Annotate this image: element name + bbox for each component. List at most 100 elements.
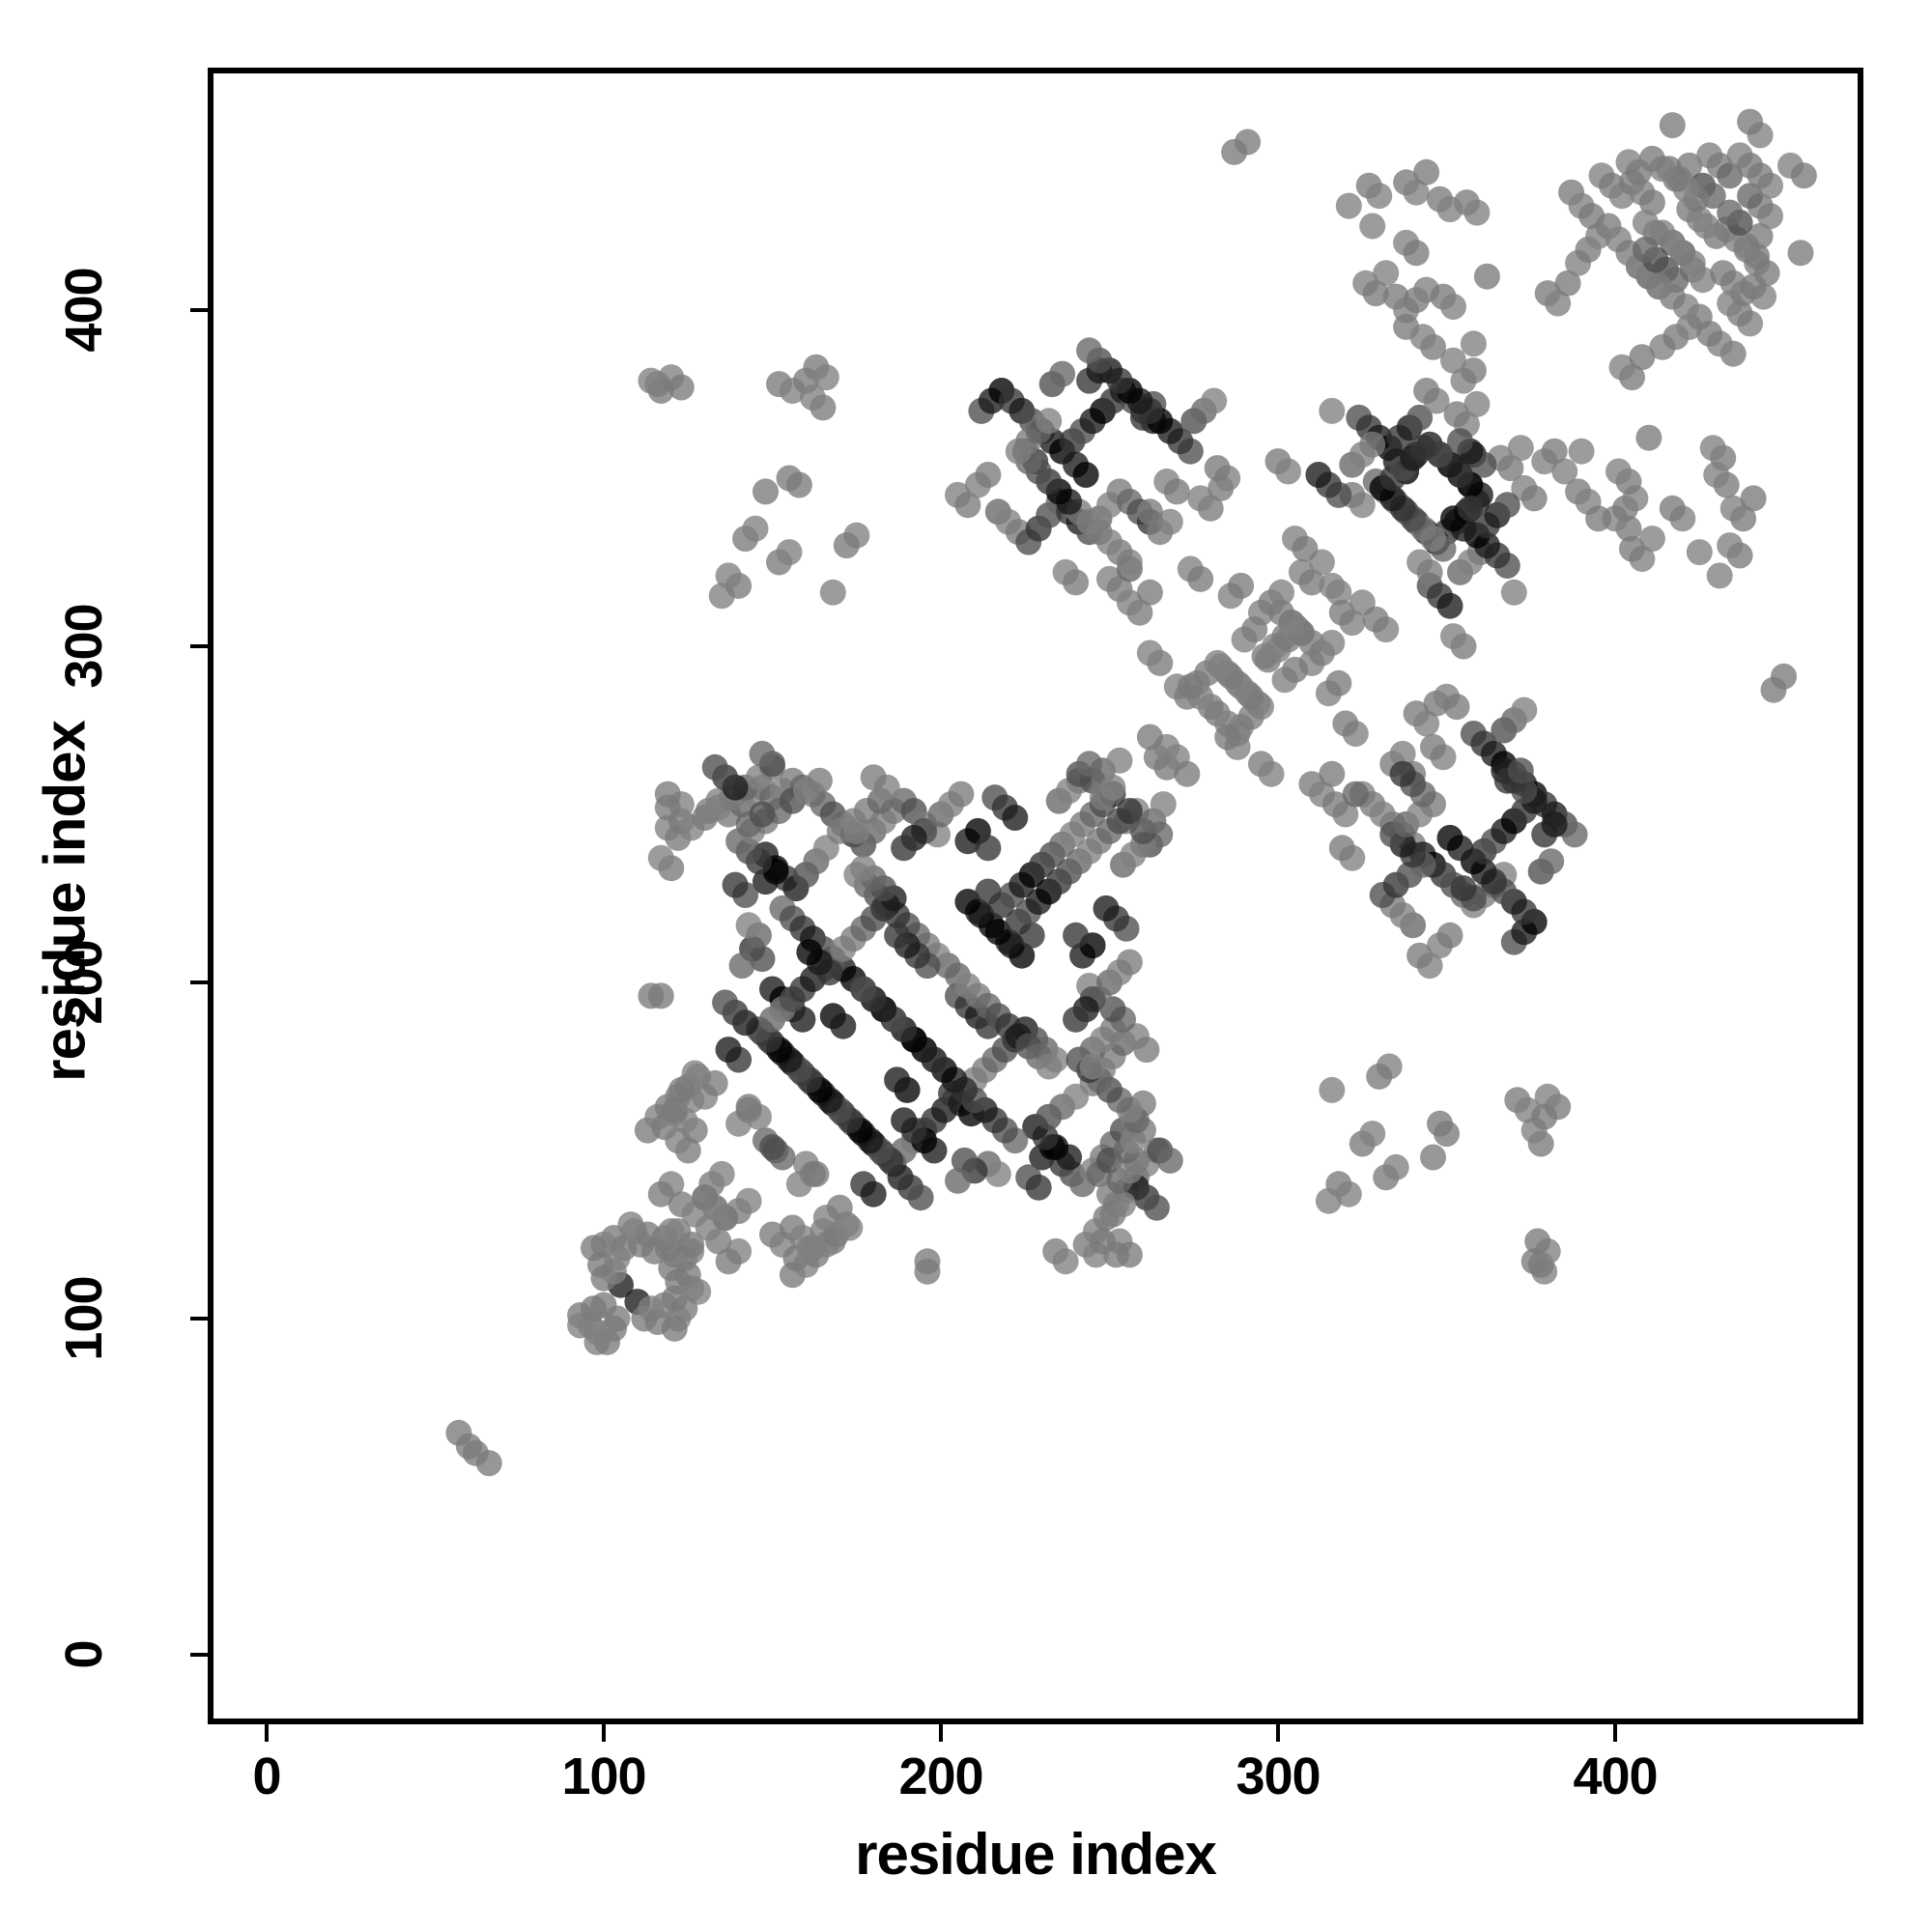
x-axis-title: residue index	[855, 1822, 1217, 1887]
scatter-points-layer	[213, 73, 1858, 1719]
x-ticklabel-300: 300	[1236, 1747, 1321, 1805]
scatter-point	[860, 1180, 887, 1208]
scatter-point	[654, 794, 681, 821]
scatter-point	[789, 1006, 816, 1033]
scatter-point	[1638, 189, 1665, 216]
y-axis-title-wrap: residue index	[32, 73, 99, 1730]
scatter-point	[984, 919, 1011, 946]
scatter-point	[1116, 798, 1143, 824]
scatter-point	[1568, 438, 1595, 465]
scatter-point	[1605, 458, 1632, 485]
scatter-point	[1174, 760, 1201, 787]
x-ticklabel-100: 100	[561, 1747, 646, 1805]
scatter-point	[1321, 791, 1349, 818]
scatter-point	[1740, 485, 1767, 512]
scatter-point	[1747, 222, 1774, 249]
scatter-point	[1106, 747, 1133, 774]
scatter-point	[1228, 572, 1255, 599]
scatter-point	[1093, 895, 1120, 922]
x-ticklabel-0: 0	[252, 1747, 281, 1805]
scatter-point	[1315, 1187, 1342, 1214]
scatter-point	[907, 1184, 934, 1211]
scatter-point	[1692, 213, 1719, 240]
x-tick-0	[265, 1724, 269, 1742]
scatter-point	[1201, 387, 1228, 414]
scatter-point	[1696, 320, 1723, 347]
scatter-point	[1719, 495, 1747, 522]
scatter-point	[722, 871, 749, 898]
x-tick-300	[1276, 1724, 1280, 1742]
scatter-point	[1072, 462, 1099, 488]
scatter-point	[638, 982, 665, 1009]
scatter-point	[1706, 562, 1733, 589]
scatter-point	[1440, 623, 1466, 650]
scatter-point	[1638, 526, 1665, 553]
scatter-point	[1163, 478, 1190, 505]
scatter-point	[1382, 1153, 1409, 1180]
y-tick-0	[190, 1653, 208, 1657]
scatter-point	[1406, 404, 1434, 431]
scatter-point	[1156, 1147, 1183, 1174]
x-tick-400	[1613, 1724, 1617, 1742]
scatter-point	[799, 1160, 826, 1187]
scatter-point	[1578, 203, 1605, 230]
scatter-point	[1463, 390, 1491, 417]
scatter-point	[1359, 1121, 1386, 1148]
scatter-point	[1325, 669, 1352, 696]
scatter-point	[860, 764, 887, 791]
scatter-point	[581, 1295, 607, 1322]
scatter-point	[1063, 1006, 1090, 1033]
scatter-point	[1373, 260, 1400, 287]
scatter-point	[1413, 378, 1440, 404]
scatter-point	[1460, 357, 1487, 384]
scatter-point	[712, 989, 739, 1016]
scatter-point	[1099, 774, 1126, 801]
scatter-point	[1524, 1228, 1551, 1255]
plot-frame	[208, 68, 1863, 1724]
scatter-point	[1359, 213, 1386, 240]
scatter-point	[1534, 1083, 1561, 1110]
scatter-point	[735, 1094, 762, 1121]
scatter-point	[1436, 922, 1463, 949]
scatter-point	[1507, 435, 1534, 462]
scatter-point	[1235, 128, 1262, 156]
scatter-point	[884, 922, 911, 949]
scatter-point	[1342, 781, 1369, 808]
scatter-point	[1362, 280, 1389, 307]
y-tick-200	[190, 980, 208, 984]
scatter-point	[1156, 508, 1183, 535]
scatter-point	[1635, 424, 1662, 451]
scatter-point	[668, 374, 695, 401]
scatter-point	[1275, 458, 1301, 485]
scatter-point	[1076, 337, 1103, 364]
scatter-point	[604, 1305, 631, 1332]
scatter-point	[728, 952, 755, 980]
scatter-point	[1241, 616, 1268, 643]
scatter-point	[819, 579, 846, 606]
scatter-point	[1116, 949, 1143, 976]
scatter-point	[668, 1076, 695, 1103]
scatter-point	[1440, 347, 1466, 374]
scatter-point	[1025, 1174, 1052, 1201]
scatter-point	[1319, 572, 1346, 599]
scatter-point	[759, 1134, 785, 1160]
scatter-point	[1447, 428, 1473, 455]
scatter-point	[891, 1107, 918, 1134]
scatter-point	[647, 844, 674, 871]
scatter-point	[850, 976, 877, 1003]
scatter-point	[661, 1315, 688, 1342]
scatter-point	[984, 1160, 1011, 1187]
scatter-point	[749, 740, 776, 767]
scatter-point	[1136, 724, 1163, 751]
scatter-point	[647, 1180, 674, 1208]
scatter-point	[1136, 579, 1163, 606]
scatter-point	[1063, 922, 1090, 949]
scatter-point	[1328, 599, 1355, 626]
scatter-point	[1116, 589, 1143, 616]
scatter-point	[1443, 694, 1470, 721]
scatter-point	[1608, 354, 1635, 381]
scatter-point	[1332, 710, 1359, 737]
scatter-point	[1531, 1103, 1558, 1130]
scatter-point	[1500, 579, 1527, 606]
